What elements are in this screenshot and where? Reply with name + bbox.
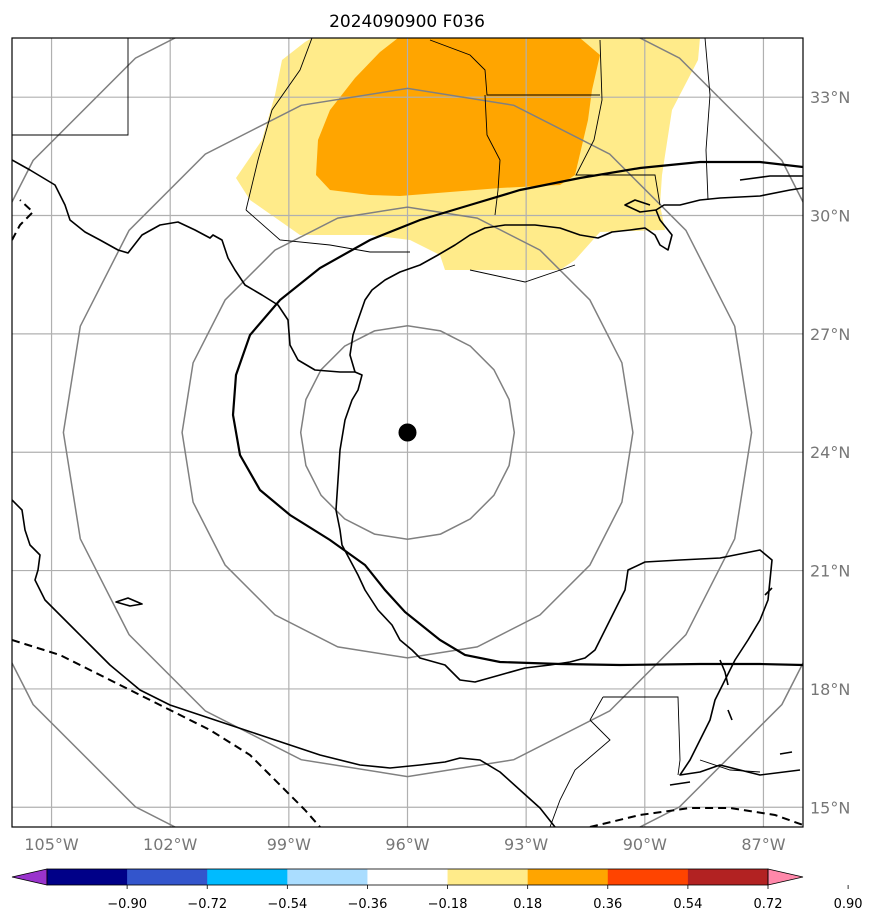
colorbar-segment bbox=[287, 869, 368, 885]
colorbar-segment bbox=[367, 869, 449, 885]
colorbar-segment bbox=[527, 869, 609, 885]
longitude-label: 93°W bbox=[504, 835, 548, 854]
latitude-label: 18°N bbox=[810, 680, 850, 699]
range-ring bbox=[299, 324, 516, 541]
longitude-label: 96°W bbox=[385, 835, 429, 854]
colorbar-tick-label: −0.72 bbox=[187, 897, 227, 912]
colorbar: −0.90 −0.72 −0.54 −0.36 −0.18 0.18 0.36 0.54 0.7… bbox=[11, 868, 863, 912]
colorbar-segment bbox=[447, 869, 529, 885]
colorbar-tick-label: 0.18 bbox=[513, 897, 542, 912]
range-ring bbox=[181, 206, 634, 659]
latitude-label: 15°N bbox=[810, 798, 850, 817]
latitude-label: 33°N bbox=[810, 88, 850, 107]
colorbar-extend-min bbox=[11, 868, 48, 886]
latitude-label: 21°N bbox=[810, 562, 850, 581]
longitude-label: 102°W bbox=[143, 835, 198, 854]
longitude-labels: 105°W 102°W 99°W 96°W 93°W 90°W 87°W bbox=[24, 835, 785, 854]
map-content bbox=[12, 38, 803, 827]
figure-title: 2024090900 F036 bbox=[329, 12, 485, 32]
colorbar-segment bbox=[687, 869, 769, 885]
map-frame bbox=[11, 37, 804, 828]
solid-contour bbox=[231, 160, 803, 667]
colorbar-tick-label: −0.18 bbox=[428, 897, 468, 912]
shade-orange-region bbox=[316, 38, 600, 196]
colorbar-extend-max bbox=[767, 868, 804, 886]
colorbar-tick-label: 0.54 bbox=[673, 897, 702, 912]
borders bbox=[12, 38, 761, 827]
latitude-label: 27°N bbox=[810, 325, 850, 344]
longitude-label: 99°W bbox=[267, 835, 311, 854]
dashed-contour-northwest bbox=[12, 199, 35, 241]
colorbar-tick-label: 0.36 bbox=[593, 897, 622, 912]
colorbar-tick-label: 0.90 bbox=[834, 897, 863, 912]
longitude-label: 90°W bbox=[623, 835, 667, 854]
graticule bbox=[12, 38, 803, 827]
latitude-label: 30°N bbox=[810, 207, 850, 226]
colorbar-tick-label: −0.90 bbox=[107, 897, 147, 912]
range-rings bbox=[12, 38, 803, 827]
colorbar-tick-label: −0.36 bbox=[348, 897, 388, 912]
latitude-label: 24°N bbox=[810, 443, 850, 462]
storm-center-marker bbox=[398, 423, 417, 442]
colorbar-segment bbox=[207, 869, 288, 885]
colorbar-tick-label: −0.54 bbox=[267, 897, 307, 912]
longitude-label: 105°W bbox=[24, 835, 79, 854]
colorbar-segment bbox=[607, 869, 689, 885]
range-ring bbox=[62, 87, 753, 778]
dashed-contour-west bbox=[12, 639, 321, 827]
colorbar-segment bbox=[127, 869, 208, 885]
colorbar-tick-label: 0.72 bbox=[754, 897, 783, 912]
coastlines bbox=[12, 159, 803, 827]
dashed-contour-southeast bbox=[589, 807, 803, 827]
longitude-label: 87°W bbox=[741, 835, 785, 854]
colorbar-outline bbox=[46, 868, 769, 886]
latitude-labels: 15°N 18°N 21°N 24°N 27°N 30°N 33°N bbox=[810, 88, 850, 817]
colorbar-segment bbox=[47, 869, 128, 885]
